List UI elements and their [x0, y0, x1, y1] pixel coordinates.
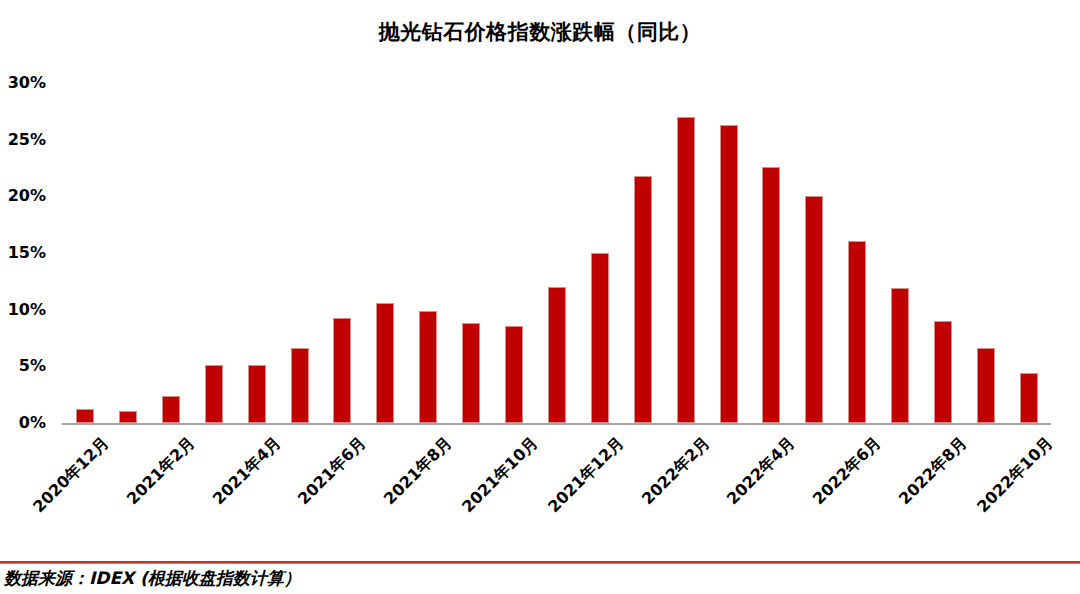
- x-tick-label: 2022年4月: [723, 433, 800, 510]
- bar: [205, 365, 223, 423]
- y-axis: 30% 25% 20% 15% 10% 5% 0%: [0, 0, 48, 440]
- bar: [677, 117, 695, 423]
- source-note: 数据来源：IDEX (根据收盘指数计算）: [4, 567, 301, 590]
- x-tick-label: 2021年12月: [544, 433, 629, 518]
- bar: [720, 125, 738, 423]
- bar: [248, 365, 266, 423]
- bar: [505, 326, 523, 423]
- bar: [291, 348, 309, 423]
- y-tick-label: 25%: [0, 130, 46, 150]
- x-tick-label: 2022年6月: [809, 433, 886, 510]
- bar: [419, 311, 437, 423]
- bar: [462, 323, 480, 423]
- chart-page: 抛光钻石价格指数涨跌幅（同比） 30% 25% 20% 15% 10% 5% 0% 2020…: [0, 0, 1080, 594]
- y-tick-label: 5%: [0, 356, 46, 376]
- y-tick-label: 15%: [0, 243, 46, 263]
- x-tick-label: 2021年10月: [458, 433, 543, 518]
- bar: [891, 288, 909, 423]
- bar: [591, 253, 609, 423]
- x-tick-label: 2021年4月: [209, 433, 286, 510]
- bar: [376, 303, 394, 423]
- bar: [634, 176, 652, 423]
- x-axis-line: [62, 423, 1051, 425]
- x-tick-label: 2022年10月: [973, 433, 1058, 518]
- y-tick-label: 10%: [0, 300, 46, 320]
- bar: [333, 318, 351, 423]
- x-tick-label: 2022年2月: [638, 433, 715, 510]
- bar: [119, 411, 137, 423]
- x-tick-label: 2020年12月: [29, 433, 114, 518]
- footer-divider: [0, 561, 1080, 564]
- y-tick-label: 20%: [0, 186, 46, 206]
- bar: [76, 409, 94, 423]
- x-tick-label: 2021年6月: [294, 433, 371, 510]
- plot-area: [62, 83, 1051, 423]
- bar: [162, 396, 180, 423]
- y-tick-label: 0%: [0, 413, 46, 433]
- y-tick-label: 30%: [0, 73, 46, 93]
- bar: [1020, 373, 1038, 423]
- bar: [934, 321, 952, 423]
- x-tick-label: 2021年8月: [380, 433, 457, 510]
- x-tick-label: 2022年8月: [895, 433, 972, 510]
- bar: [848, 241, 866, 423]
- bar: [977, 348, 995, 423]
- chart-title: 抛光钻石价格指数涨跌幅（同比）: [0, 18, 1080, 46]
- bar: [805, 196, 823, 423]
- x-tick-label: 2021年2月: [123, 433, 200, 510]
- bar: [548, 287, 566, 423]
- bar: [762, 167, 780, 423]
